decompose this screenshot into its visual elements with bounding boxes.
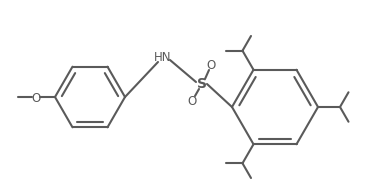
- Text: S: S: [197, 77, 207, 91]
- Text: O: O: [31, 92, 41, 105]
- Text: HN: HN: [154, 51, 172, 63]
- Text: O: O: [187, 94, 197, 108]
- Text: O: O: [206, 59, 216, 71]
